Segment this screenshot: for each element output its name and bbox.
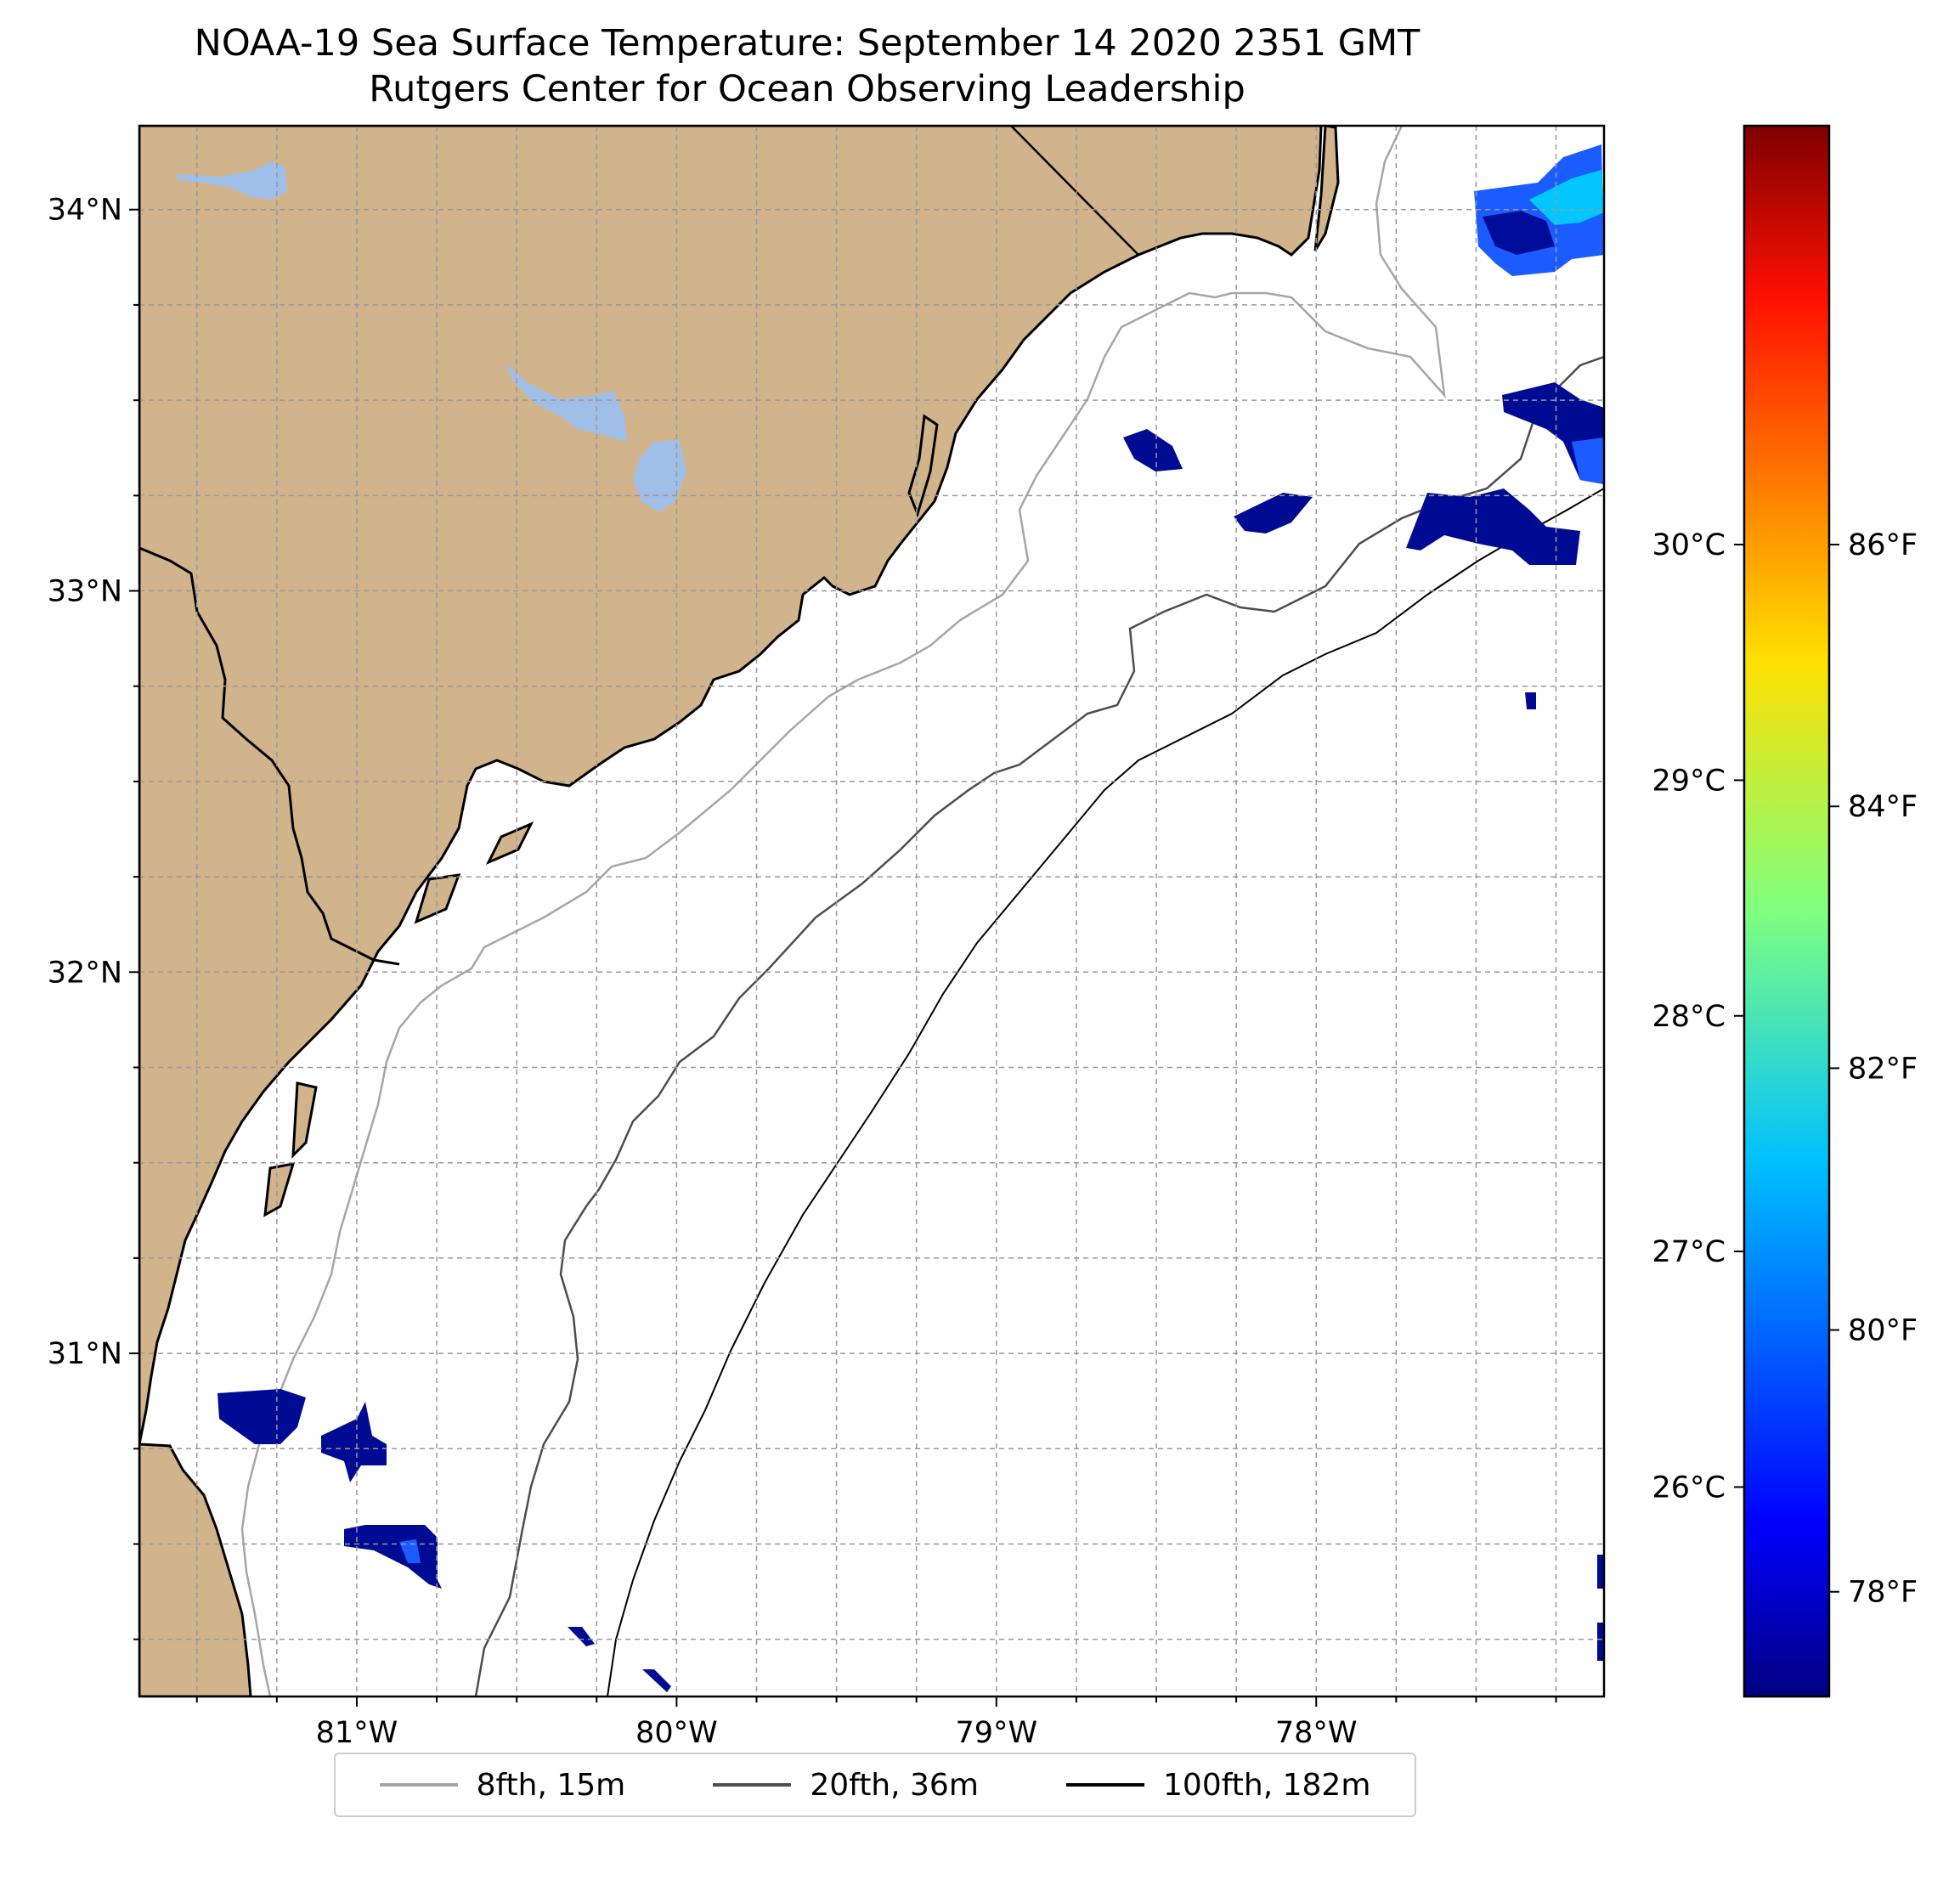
legend-item-8fth: 8fth, 15m (379, 1767, 626, 1803)
lat-tick-label: 31°N (48, 1337, 122, 1371)
legend-swatch-8fth (379, 1783, 458, 1787)
fahrenheit-tick-label: 80°F (1848, 1314, 1918, 1348)
sst-patch (642, 1669, 671, 1692)
sst-patch (1525, 692, 1536, 709)
sst-patch (344, 1525, 442, 1589)
colorbar-celsius-labels: 26°C 27°C 28°C 29°C 30°C (1652, 528, 1726, 1505)
lat-tick-labels: 34°N 33°N 32°N 31°N (48, 194, 122, 1371)
celsius-tick-label: 29°C (1652, 764, 1726, 798)
isobath-8fth (240, 126, 1446, 1697)
lake-north (177, 161, 287, 200)
lake-moultrie (633, 440, 686, 512)
legend-swatch-100fth (1066, 1783, 1145, 1787)
barrier-island (1313, 126, 1340, 251)
lon-tick-label: 80°W (635, 1716, 718, 1750)
state-boundary (139, 546, 400, 966)
colorbar-ticks (1734, 544, 1839, 1593)
isobath-legend: 8fth, 15m 20fth, 36m 100fth, 182m (334, 1753, 1416, 1817)
celsius-tick-label: 27°C (1652, 1235, 1726, 1269)
legend-label-8fth: 8fth, 15m (476, 1767, 626, 1803)
map-frame (138, 124, 1606, 1698)
isobath-20fth (474, 355, 1604, 1697)
sst-patch (1123, 429, 1183, 471)
legend-swatch-20fth (713, 1783, 792, 1787)
fahrenheit-tick-label: 84°F (1848, 790, 1918, 824)
sst-patch (1529, 170, 1604, 225)
barrier-island (263, 1162, 296, 1217)
sst-patch (1597, 1555, 1604, 1589)
lon-tick-label: 79°W (955, 1716, 1037, 1750)
legend-label-20fth: 20fth, 36m (810, 1767, 979, 1803)
land-mass-south (139, 1442, 252, 1697)
sst-patch (1597, 1623, 1604, 1661)
barrier-island (907, 414, 939, 518)
title-line-2: Rutgers Center for Ocean Observing Leade… (369, 68, 1245, 110)
map-area (139, 126, 1604, 1697)
chart-title: NOAA-19 Sea Surface Temperature: Septemb… (0, 20, 1614, 112)
sst-patch (1572, 438, 1604, 484)
legend-item-20fth: 20fth, 36m (713, 1768, 979, 1803)
sst-patch (399, 1539, 421, 1563)
sst-patch (1234, 493, 1313, 534)
sst-patches (217, 144, 1604, 1692)
barrier-island (485, 821, 534, 865)
state-boundary (1010, 126, 1139, 256)
lat-tick-label: 33°N (48, 575, 122, 609)
legend-label-100fth: 100fth, 182m (1163, 1767, 1371, 1803)
sst-patch (1406, 488, 1580, 565)
fahrenheit-tick-label: 86°F (1848, 528, 1918, 562)
sst-patch (568, 1627, 595, 1646)
colorbar (1743, 124, 1831, 1698)
celsius-tick-label: 30°C (1652, 528, 1726, 562)
sst-patch (321, 1402, 387, 1482)
celsius-tick-label: 26°C (1652, 1471, 1726, 1505)
sst-patch (217, 1389, 306, 1444)
celsius-tick-label: 28°C (1652, 1000, 1726, 1034)
gridlines (139, 126, 1604, 1697)
lon-tick-label: 81°W (316, 1716, 398, 1750)
sst-patch (1483, 211, 1555, 255)
barrier-island (291, 1081, 318, 1159)
lon-tick-label: 78°W (1275, 1716, 1358, 1750)
legend-item-100fth: 100fth, 182m (1066, 1768, 1370, 1803)
title-line-1: NOAA-19 Sea Surface Temperature: Septemb… (194, 22, 1421, 65)
colorbar-fahrenheit-labels: 78°F 80°F 82°F 84°F 86°F (1848, 528, 1918, 1610)
land-mass (139, 126, 1323, 1445)
fahrenheit-tick-label: 82°F (1848, 1052, 1918, 1086)
fahrenheit-tick-label: 78°F (1848, 1576, 1918, 1610)
lake-marion (506, 364, 627, 442)
map-axis-ticks (129, 208, 1557, 1707)
lon-tick-labels: 81°W 80°W 79°W 78°W (316, 1716, 1358, 1750)
lat-tick-label: 32°N (48, 956, 122, 990)
isobath-100fth (607, 488, 1604, 1697)
lat-tick-label: 34°N (48, 194, 122, 228)
